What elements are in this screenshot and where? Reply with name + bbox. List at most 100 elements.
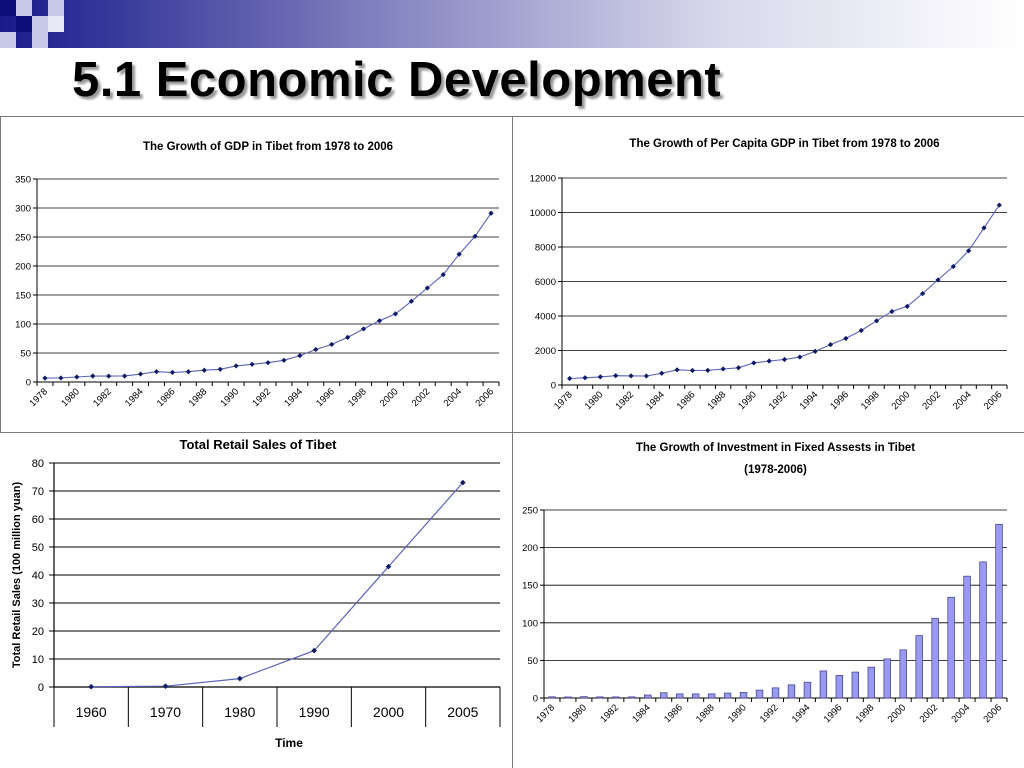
data-point — [392, 311, 399, 317]
chart-subtitle: (1978-2006) — [744, 464, 807, 476]
x-tick-label: 2002 — [920, 389, 943, 412]
title-banner — [0, 0, 1024, 48]
data-point — [313, 346, 319, 353]
x-tick-label: 2002 — [918, 702, 941, 725]
decor-square — [16, 16, 32, 32]
y-tick-label: 4000 — [535, 312, 556, 323]
y-tick-label: 350 — [15, 175, 31, 186]
data-point — [659, 370, 665, 376]
x-tick-label: 1992 — [758, 702, 781, 725]
chart-panel-investment: The Growth of Investment in Fixed Assest… — [513, 433, 1024, 768]
data-bar — [883, 658, 891, 699]
data-point — [873, 318, 880, 324]
series-line — [569, 204, 1000, 380]
data-bar — [979, 561, 987, 699]
y-tick-label: 0 — [551, 381, 556, 392]
x-tick-label: 1996 — [822, 702, 845, 725]
y-tick-label: 12000 — [530, 174, 556, 185]
data-point — [74, 374, 80, 380]
y-tick-label: 0 — [533, 694, 538, 705]
data-point — [360, 326, 367, 332]
x-tick-label: 1990 — [726, 702, 749, 725]
x-tick-label: 1998 — [346, 386, 369, 409]
y-tick-label: 200 — [15, 262, 31, 273]
data-bar — [691, 693, 700, 699]
x-tick-label: 1980 — [583, 389, 606, 412]
data-point — [674, 367, 680, 373]
decor-square — [48, 16, 64, 32]
x-tick-label: 1986 — [675, 389, 698, 412]
data-point — [201, 367, 207, 373]
data-point — [169, 369, 176, 375]
x-tick-label: 1982 — [598, 702, 621, 725]
data-bar — [548, 696, 556, 699]
data-point — [567, 375, 573, 382]
data-point — [689, 367, 696, 374]
data-point — [153, 369, 160, 375]
data-point — [720, 366, 726, 372]
data-point — [613, 373, 619, 379]
data-bar — [596, 696, 604, 699]
data-point — [281, 357, 287, 363]
data-point — [966, 248, 972, 254]
data-bar — [771, 687, 780, 699]
x-tick-label: 1984 — [630, 702, 653, 725]
x-tick-label: 2004 — [949, 702, 972, 725]
data-point — [797, 354, 803, 360]
data-point — [456, 251, 462, 257]
data-bar — [963, 575, 971, 699]
data-point — [58, 375, 64, 381]
data-point — [904, 303, 910, 309]
data-bar — [995, 523, 1003, 699]
x-tick-label: 2000 — [890, 389, 913, 412]
data-bar — [867, 666, 875, 699]
data-point — [781, 356, 788, 363]
x-tick-label: 1988 — [187, 386, 210, 409]
data-point — [265, 360, 271, 366]
data-point — [233, 363, 239, 369]
y-tick-label: 300 — [15, 204, 31, 215]
y-tick-label: 250 — [15, 233, 31, 244]
decor-square — [48, 0, 64, 16]
data-bar — [612, 696, 620, 699]
y-tick-label: 70 — [32, 486, 44, 498]
data-bar — [723, 692, 732, 699]
data-point — [329, 341, 335, 348]
x-tick-label: 2000 — [886, 702, 909, 725]
investment-chart: The Growth of Investment in Fixed Assest… — [522, 442, 1008, 725]
x-tick-label: 1988 — [706, 389, 729, 412]
data-point — [345, 334, 351, 340]
data-bar — [835, 675, 844, 699]
data-point — [311, 647, 317, 654]
data-point — [237, 675, 243, 682]
data-point — [249, 361, 255, 367]
chart-panel-per-capita: The Growth of Per Capita GDP in Tibet fr… — [513, 117, 1024, 432]
data-point — [827, 342, 834, 348]
x-tick-label: 1994 — [798, 389, 821, 412]
x-tick-label: 1970 — [150, 704, 181, 720]
data-point — [920, 290, 926, 297]
gdp-chart: The Growth of GDP in Tibet from 1978 to … — [15, 141, 500, 409]
decor-square — [32, 32, 48, 48]
y-tick-label: 20 — [32, 626, 44, 638]
data-point — [705, 367, 711, 373]
page-title: 5.1 Economic Development — [72, 53, 722, 107]
data-point — [843, 335, 849, 342]
data-bar — [580, 696, 588, 699]
x-tick-label: 1990 — [736, 389, 759, 412]
y-tick-label: 150 — [522, 581, 538, 592]
data-point — [137, 371, 144, 377]
data-bar — [676, 693, 684, 699]
x-tick-label: 1998 — [854, 702, 877, 725]
data-point — [628, 373, 634, 379]
data-bar — [628, 696, 636, 699]
data-bar — [947, 596, 955, 699]
x-tick-label: 1988 — [694, 702, 717, 725]
data-point — [766, 358, 772, 364]
per-capita-chart: The Growth of Per Capita GDP in Tibet fr… — [530, 138, 1008, 412]
x-tick-label: 1990 — [219, 386, 242, 409]
x-tick-label: 2002 — [410, 386, 433, 409]
data-bar — [644, 694, 652, 699]
x-tick-label: 1994 — [282, 386, 305, 409]
chart-title: The Growth of Investment in Fixed Assest… — [636, 442, 915, 454]
